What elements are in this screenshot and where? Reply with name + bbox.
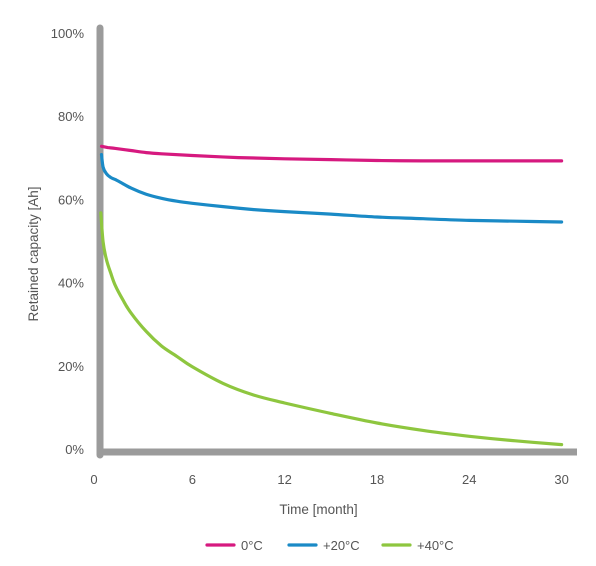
legend-label: 0°C: [241, 538, 263, 553]
series-lines: [99, 144, 564, 447]
legend-item-40c: +40°C: [381, 538, 454, 553]
y-tick-label: 60%: [58, 192, 84, 207]
tick-labels: 0% 20% 40% 60% 80% 100% 0 6 12 18 24 30: [51, 26, 569, 487]
y-tick-label: 80%: [58, 109, 84, 124]
x-tick-label: 12: [277, 472, 291, 487]
y-tick-label: 20%: [58, 359, 84, 374]
y-axis-label: Retained capacity [Ah]: [26, 186, 41, 321]
series-line-0c: [99, 144, 564, 163]
x-tick-label: 30: [554, 472, 568, 487]
x-tick-label: 0: [90, 472, 97, 487]
y-tick-label: 0%: [65, 442, 84, 457]
y-tick-label: 40%: [58, 276, 84, 291]
x-tick-label: 24: [462, 472, 476, 487]
x-axis-label: Time [month]: [279, 502, 357, 517]
y-tick-label: 100%: [51, 26, 85, 41]
x-tick-label: 18: [370, 472, 384, 487]
series-line-20c: [99, 153, 564, 224]
x-tick-label: 6: [189, 472, 196, 487]
axes: [96, 24, 577, 459]
legend-label: +20°C: [323, 538, 360, 553]
series-line-40c: [99, 211, 564, 447]
legend-label: +40°C: [417, 538, 454, 553]
legend-item-20c: +20°C: [287, 538, 360, 553]
legend-item-0c: 0°C: [205, 538, 263, 553]
legend: 0°C +20°C +40°C: [205, 538, 454, 553]
